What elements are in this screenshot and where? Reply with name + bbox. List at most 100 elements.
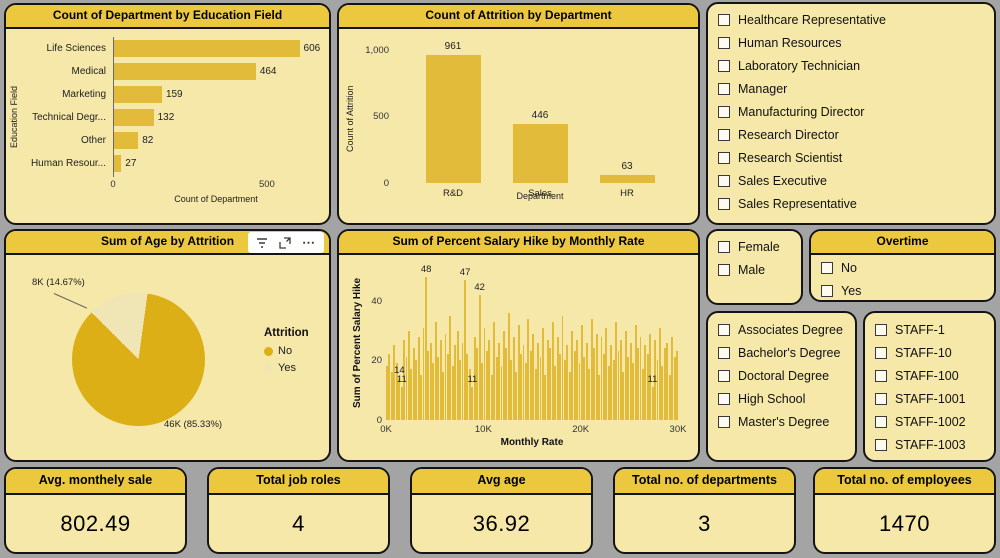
focus-mode-icon[interactable] [279, 236, 291, 249]
mini-bar [659, 327, 661, 420]
value-label: 606 [303, 43, 321, 54]
checkbox-item-staff-1002[interactable]: STAFF-1002 [875, 415, 988, 429]
checkbox-item-yes[interactable]: Yes [821, 284, 988, 298]
job-role-slicer-list: Healthcare Representative Human Resources… [708, 4, 994, 223]
checkbox-item-male[interactable]: Male [718, 263, 795, 277]
kpi-label: Total no. of departments [615, 469, 794, 495]
checkbox-label: Female [738, 240, 780, 254]
bar-track: 159 [113, 86, 323, 103]
bar-track: 27 [113, 155, 323, 172]
checkbox-item-female[interactable]: Female [718, 240, 795, 254]
dept-by-education-chart[interactable]: Education Field Life Sciences 606 Medical 4… [6, 29, 329, 223]
panel-salary-hike-by-monthly-rate: Sum of Percent Salary Hike by Monthly Ra… [337, 229, 700, 462]
checkbox-icon [718, 60, 730, 72]
bar-r-d[interactable] [426, 54, 481, 183]
checkbox-icon [821, 262, 833, 274]
plot-area[interactable]: 14 11 48 47 11 42 11 [386, 264, 678, 420]
mini-bar [495, 357, 498, 420]
checkbox-item-staff-10[interactable]: STAFF-10 [875, 346, 988, 360]
filter-icon[interactable] [256, 237, 268, 249]
panel-title-overtime: Overtime [811, 231, 994, 255]
mini-bar [571, 330, 574, 420]
staff-slicer-list: STAFF-1 STAFF-10 STAFF-100 STAFF-1001 STAFF-… [865, 313, 994, 460]
checkbox-item-laboratory-technician[interactable]: Laboratory Technician [718, 59, 988, 73]
mini-bar [420, 375, 423, 420]
category-label: Marketing [62, 89, 106, 100]
mini-bar [412, 348, 415, 420]
checkbox-label: Manager [738, 82, 788, 96]
mini-bar [515, 372, 518, 420]
checkbox-item-manager[interactable]: Manager [718, 82, 988, 96]
age-by-attrition-chart[interactable]: 8K (14.67%) 46K (85.33%) Attrition No Yes [6, 255, 329, 460]
mini-bar [583, 357, 586, 420]
mini-bar [620, 339, 622, 420]
category-label: Technical Degr... [32, 112, 106, 123]
salary-hike-chart[interactable]: Sum of Percent Salary Hike 0 20 40 14 11 48 4… [339, 255, 698, 460]
data-label: 11 [467, 374, 478, 386]
checkbox-item-associates-degree[interactable]: Associates Degree [718, 323, 849, 337]
checkbox-icon [718, 106, 730, 118]
mini-bar [649, 333, 652, 420]
mini-bar [386, 366, 388, 420]
checkbox-label: Healthcare Representative [738, 13, 886, 27]
mini-bar [532, 333, 535, 420]
mini-bar [439, 339, 442, 420]
pie-chart[interactable] [72, 293, 205, 426]
mini-bar [627, 357, 630, 420]
visual-toolbar: ⋯ [248, 232, 324, 253]
checkbox-item-staff-1001[interactable]: STAFF-1001 [875, 392, 988, 406]
checkbox-item-healthcare-representative[interactable]: Healthcare Representative [718, 13, 988, 27]
mini-bar [461, 342, 464, 420]
bar-hr[interactable] [600, 174, 655, 183]
bar-sales[interactable] [513, 123, 568, 183]
checkbox-item-staff-1[interactable]: STAFF-1 [875, 323, 988, 337]
legend-label: No [278, 345, 293, 357]
checkbox-icon [718, 324, 730, 336]
checkbox-item-manufacturing-director[interactable]: Manufacturing Director [718, 105, 988, 119]
checkbox-item-bachelor-s-degree[interactable]: Bachelor's Degree [718, 346, 849, 360]
attrition-by-department-chart[interactable]: Count of Attrition 0 500 1,000 961 R&D 446 Sa… [339, 29, 698, 223]
mini-bar [454, 345, 457, 420]
x-axis-ticks: 0K 10K 20K 30K [380, 255, 686, 460]
legend-item-yes[interactable]: Yes [264, 362, 309, 374]
pie-callout-no: 46K (85.33%) [164, 419, 223, 430]
mini-bar [651, 387, 654, 420]
x-axis-title: Department [516, 191, 564, 201]
checkbox-item-staff-100[interactable]: STAFF-100 [875, 369, 988, 383]
bar-other[interactable] [113, 132, 139, 149]
checkbox-item-research-scientist[interactable]: Research Scientist [718, 151, 988, 165]
bar-human-resour[interactable] [113, 155, 122, 172]
mini-bar [598, 375, 600, 420]
mini-bar [673, 357, 676, 420]
bar-marketing[interactable] [113, 86, 162, 103]
checkbox-icon [718, 370, 730, 382]
mini-bar [456, 330, 459, 420]
mini-bar [551, 321, 554, 420]
mini-bar [542, 327, 544, 420]
checkbox-item-sales-representative[interactable]: Sales Representative [718, 197, 988, 211]
bar-medical[interactable] [113, 63, 256, 80]
category-label: Other [80, 135, 106, 146]
checkbox-item-staff-1003[interactable]: STAFF-1003 [875, 438, 988, 452]
more-options-icon[interactable]: ⋯ [302, 234, 316, 250]
checkbox-item-research-director[interactable]: Research Director [718, 128, 988, 142]
checkbox-icon [718, 347, 730, 359]
panel-job-role-slicer: Healthcare Representative Human Resources… [706, 2, 996, 225]
checkbox-item-no[interactable]: No [821, 261, 988, 275]
checkbox-item-master-s-degree[interactable]: Master's Degree [718, 415, 849, 429]
mini-bar [505, 348, 508, 420]
bar-life-sciences[interactable] [113, 40, 300, 57]
bar-technical-degr[interactable] [113, 109, 154, 126]
kpi-value: 802.49 [60, 510, 131, 536]
checkbox-item-human-resources[interactable]: Human Resources [718, 36, 988, 50]
legend-item-no[interactable]: No [264, 345, 309, 357]
legend-items: No Yes [264, 345, 309, 374]
checkbox-item-sales-executive[interactable]: Sales Executive [718, 174, 988, 188]
x-category-label: Sales [528, 188, 552, 199]
checkbox-label: Doctoral Degree [738, 369, 830, 383]
checkbox-item-doctoral-degree[interactable]: Doctoral Degree [718, 369, 849, 383]
mini-bar [573, 351, 576, 420]
checkbox-item-high-school[interactable]: High School [718, 392, 849, 406]
mini-bar [605, 327, 608, 420]
y-axis-title: Sum of Percent Salary Hike [352, 277, 363, 408]
